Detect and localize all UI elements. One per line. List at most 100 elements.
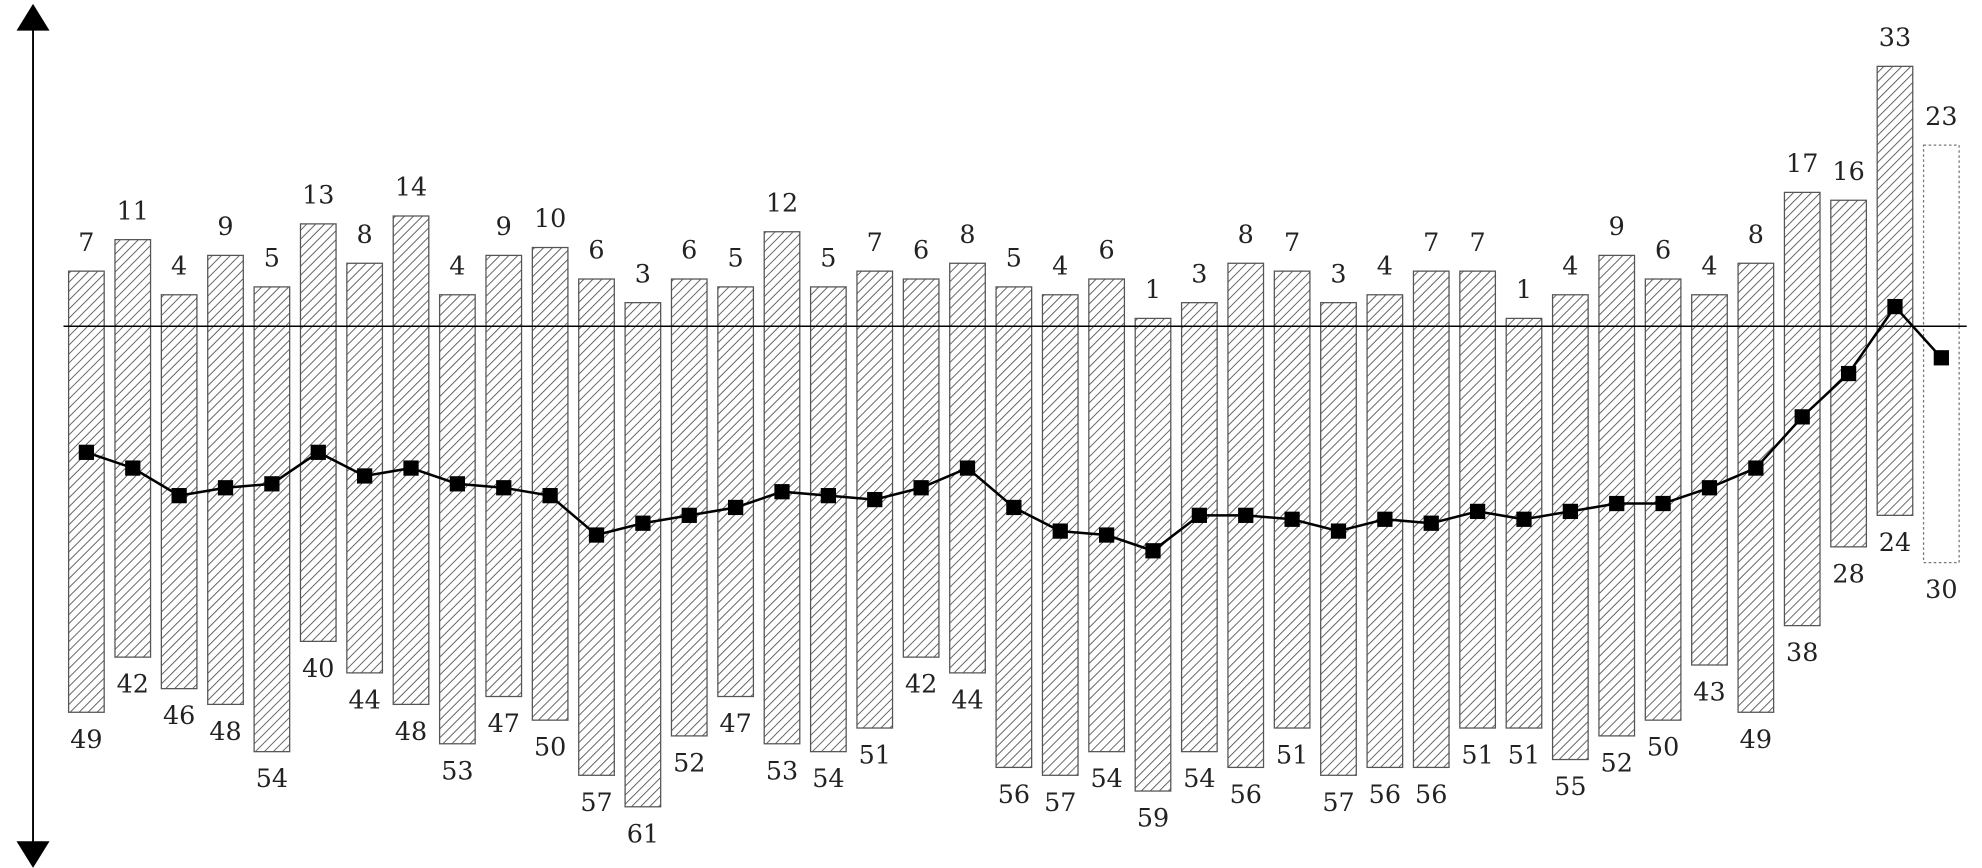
value-label: 6: [1099, 235, 1115, 265]
value-label: 54: [812, 763, 844, 793]
value-label: 56: [1230, 779, 1262, 809]
value-label: 53: [766, 755, 798, 785]
bar: [763, 325, 801, 745]
value-label: 14: [395, 172, 427, 202]
value-label: 9: [1609, 211, 1625, 241]
value-label: 38: [1786, 637, 1818, 667]
value-label: 42: [117, 669, 149, 699]
value-label: 47: [488, 708, 520, 738]
bar: [1783, 325, 1821, 627]
bar: [1412, 325, 1450, 769]
line-marker: [449, 476, 466, 492]
bar: [1505, 317, 1543, 327]
bar: [1922, 144, 1960, 327]
line-marker: [171, 488, 187, 504]
bar: [949, 262, 986, 327]
line-marker: [1516, 511, 1532, 527]
value-label: 44: [951, 684, 983, 714]
value-label: 57: [580, 787, 612, 817]
value-label: 8: [357, 219, 373, 249]
bar: [809, 325, 847, 753]
value-label: 4: [1701, 250, 1717, 280]
line-marker: [1423, 515, 1439, 531]
value-label: 8: [1238, 219, 1254, 249]
bar: [1644, 278, 1682, 327]
bar: [67, 325, 105, 713]
bar: [995, 325, 1033, 769]
value-label: 4: [449, 250, 465, 280]
bar: [1830, 325, 1868, 548]
line-marker: [1933, 350, 1949, 366]
bar: [299, 223, 337, 327]
bar: [346, 262, 384, 327]
bar: [485, 254, 523, 327]
value-label: 5: [820, 243, 836, 273]
value-label: 56: [1369, 779, 1401, 809]
bar: [670, 278, 708, 327]
line-marker: [1098, 527, 1115, 543]
value-label: 1: [1145, 274, 1161, 304]
bar: [1459, 270, 1497, 327]
value-label: 6: [681, 235, 697, 265]
bar: [253, 325, 291, 753]
bar: [624, 325, 662, 808]
line-marker: [1748, 460, 1764, 476]
line-marker: [1006, 499, 1022, 516]
value-label: 50: [1647, 732, 1679, 762]
value-label: 1: [1516, 274, 1532, 304]
value-label: 52: [1601, 747, 1633, 777]
value-label: 3: [1330, 258, 1346, 288]
value-label: 6: [588, 235, 604, 265]
value-label: 47: [719, 708, 751, 738]
bar: [1320, 302, 1357, 327]
line-marker: [542, 488, 558, 504]
value-label: 7: [1284, 227, 1300, 257]
bar: [392, 215, 430, 327]
bar: [1041, 325, 1079, 776]
line-marker: [1238, 507, 1254, 523]
bar: [1691, 294, 1728, 327]
bar: [531, 325, 569, 721]
line-marker: [403, 460, 419, 476]
value-label: 44: [348, 684, 380, 714]
bar: [1830, 199, 1868, 327]
bar: [1366, 325, 1404, 769]
bar: [253, 286, 291, 327]
value-label: 16: [1832, 156, 1864, 186]
bar: [763, 231, 801, 327]
bar: [1227, 325, 1265, 769]
line-marker: [1794, 409, 1810, 425]
bar: [1273, 325, 1311, 729]
line-marker: [1701, 480, 1718, 496]
value-label: 51: [1461, 740, 1493, 770]
bar: [578, 278, 615, 327]
value-label: 48: [209, 716, 241, 746]
bar: [902, 278, 940, 327]
line-marker: [635, 515, 651, 531]
line-marker: [1609, 495, 1625, 512]
bar: [1134, 317, 1172, 327]
value-label: 51: [859, 740, 891, 770]
bar: [114, 325, 152, 658]
bar: [299, 325, 337, 643]
value-label: 7: [1423, 227, 1439, 257]
line-marker: [867, 491, 883, 508]
value-label: 12: [766, 187, 798, 217]
value-label: 3: [635, 258, 651, 288]
bar: [578, 325, 615, 776]
line-marker: [264, 476, 280, 492]
line-marker: [1562, 503, 1578, 520]
line-marker: [1052, 523, 1068, 539]
bar: [949, 325, 986, 674]
value-label: 61: [627, 818, 659, 848]
value-label: 54: [1183, 763, 1215, 793]
value-label: 9: [496, 211, 512, 241]
line-marker: [1469, 503, 1486, 520]
value-label: 9: [217, 211, 233, 241]
value-label: 4: [1377, 250, 1393, 280]
bar: [531, 246, 569, 327]
value-label: 24: [1879, 527, 1911, 557]
line-marker: [588, 527, 605, 543]
value-label: 5: [1006, 243, 1022, 273]
value-label: 3: [1191, 258, 1207, 288]
